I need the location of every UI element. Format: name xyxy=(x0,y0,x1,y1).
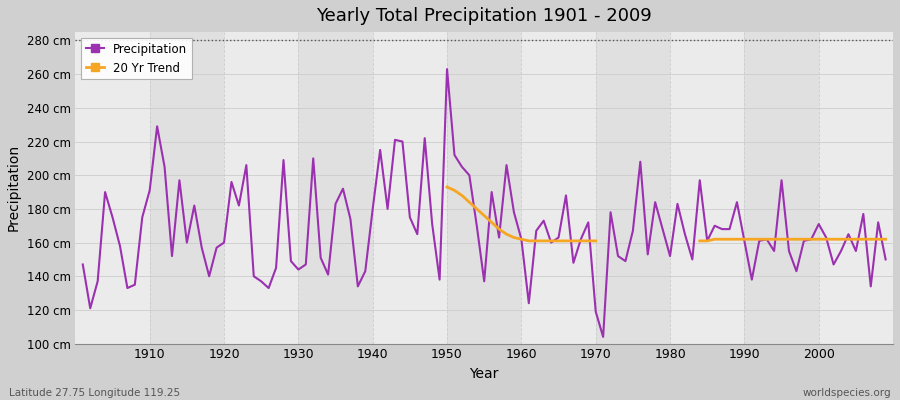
Bar xyxy=(149,32,224,344)
Bar xyxy=(596,32,670,344)
X-axis label: Year: Year xyxy=(470,367,499,381)
Bar xyxy=(521,32,596,344)
Bar xyxy=(744,32,819,344)
Bar xyxy=(299,32,373,344)
Title: Yearly Total Precipitation 1901 - 2009: Yearly Total Precipitation 1901 - 2009 xyxy=(316,7,652,25)
Text: Latitude 27.75 Longitude 119.25: Latitude 27.75 Longitude 119.25 xyxy=(9,388,180,398)
Bar xyxy=(373,32,447,344)
Bar xyxy=(447,32,521,344)
Bar xyxy=(670,32,744,344)
Bar xyxy=(819,32,893,344)
Text: worldspecies.org: worldspecies.org xyxy=(803,388,891,398)
Y-axis label: Precipitation: Precipitation xyxy=(7,144,21,232)
Bar xyxy=(893,32,900,344)
Legend: Precipitation, 20 Yr Trend: Precipitation, 20 Yr Trend xyxy=(81,38,192,79)
Bar xyxy=(224,32,299,344)
Bar xyxy=(76,32,149,344)
